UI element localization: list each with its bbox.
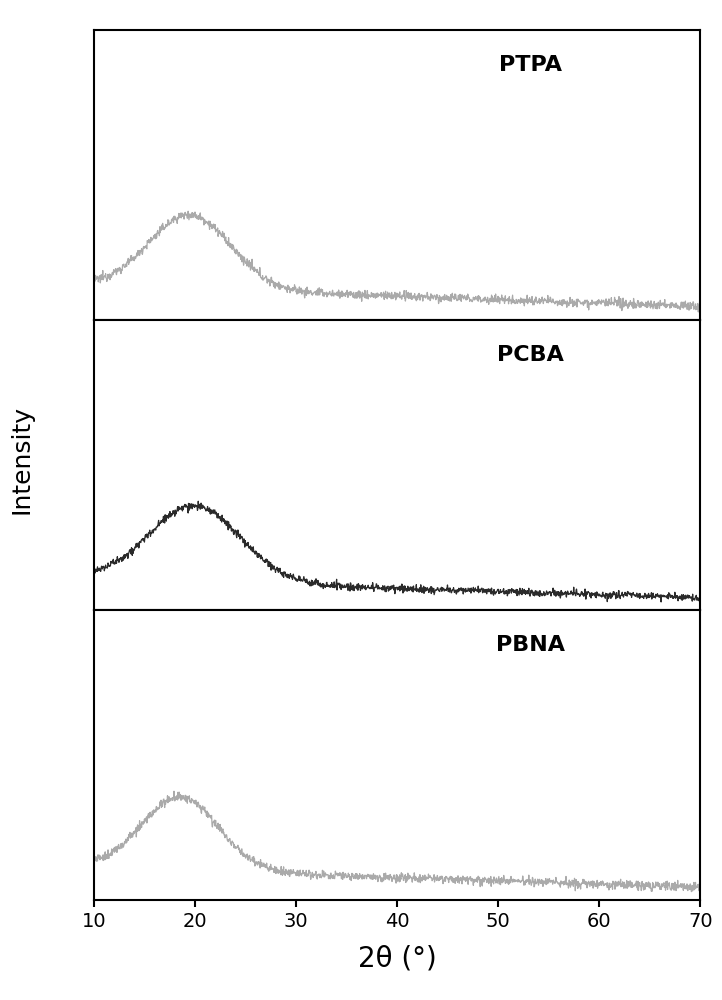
X-axis label: 2θ (°): 2θ (°) (357, 945, 437, 973)
Text: PBNA: PBNA (496, 635, 565, 655)
Text: PTPA: PTPA (499, 55, 562, 75)
Text: Intensity: Intensity (9, 406, 34, 514)
Text: PCBA: PCBA (497, 345, 564, 365)
